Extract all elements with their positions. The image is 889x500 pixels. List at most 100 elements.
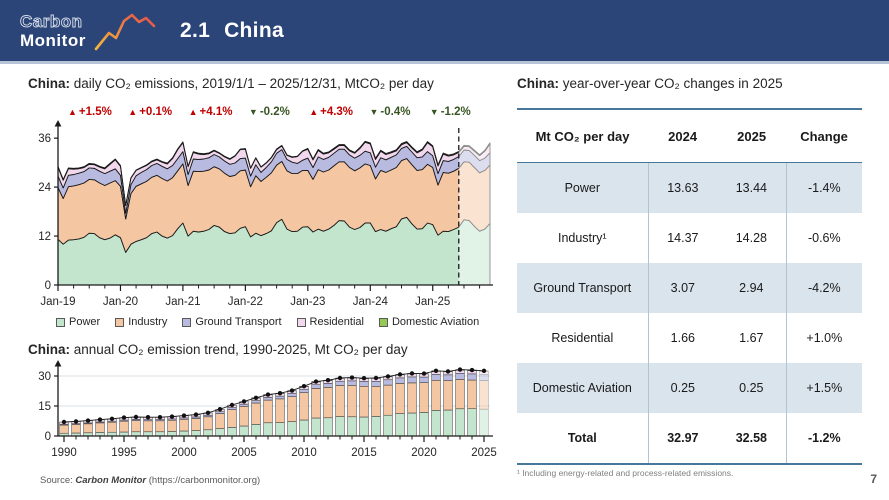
value-2024: 1.66 bbox=[670, 331, 696, 345]
yoy-annotation-2019: ▲ +1.5% bbox=[68, 106, 112, 118]
value-change: -1.2% bbox=[807, 431, 841, 445]
yoy-annotation-value: +1.5% bbox=[78, 106, 112, 118]
logo-text-carbon: Carbon bbox=[20, 12, 83, 31]
yoy-annotation-2023: ▲ +4.3% bbox=[309, 106, 353, 118]
svg-text:15: 15 bbox=[38, 401, 51, 413]
svg-text:2020: 2020 bbox=[411, 447, 437, 459]
svg-text:2000: 2000 bbox=[171, 447, 197, 459]
value-change: -1.4% bbox=[807, 181, 841, 195]
svg-text:Jan-23: Jan-23 bbox=[290, 296, 325, 308]
legend-item-domestic-aviation: Domestic Aviation bbox=[378, 316, 480, 328]
value-2025: 13.44 bbox=[717, 162, 787, 213]
svg-text:2025: 2025 bbox=[471, 447, 497, 459]
legend-item-ground-transport: Ground Transport bbox=[182, 316, 282, 328]
legend-label: Industry bbox=[128, 316, 168, 328]
down-triangle-icon: ▼ bbox=[248, 107, 258, 117]
svg-text:12: 12 bbox=[38, 231, 51, 243]
daily-chart-title-text: daily CO₂ emissions, 2019/1/1 – 2025/12/… bbox=[70, 76, 434, 91]
svg-text:Jan-24: Jan-24 bbox=[353, 296, 389, 308]
table-row-domestic-aviation: Domestic Aviation 0.25 0.25 +1.5% bbox=[517, 363, 862, 413]
yoy-changes-table: Mt CO₂ per day 2024 2025 Change Power 13.… bbox=[517, 108, 862, 465]
up-triangle-icon: ▲ bbox=[128, 107, 138, 117]
row-label: Residential bbox=[517, 313, 649, 363]
row-label: Ground Transport bbox=[517, 263, 649, 313]
value-change: -0.6% bbox=[807, 231, 841, 245]
page-number: 7 bbox=[870, 472, 877, 486]
right-column: China: year-over-year CO₂ changes in 202… bbox=[517, 70, 862, 495]
annual-chart-title: China: annual CO₂ emission trend, 1990-2… bbox=[28, 342, 408, 357]
yoy-annotation-value: +4.3% bbox=[320, 106, 354, 118]
svg-text:1995: 1995 bbox=[111, 447, 137, 459]
svg-text:2010: 2010 bbox=[291, 447, 317, 459]
svg-text:36: 36 bbox=[38, 133, 51, 145]
table-footnote: ¹ Including energy-related and process-r… bbox=[517, 468, 734, 478]
chart-legend: Power Industry Ground Transport Residential… bbox=[56, 316, 500, 328]
value-change: +1.0% bbox=[806, 331, 843, 345]
svg-text:Jan-20: Jan-20 bbox=[103, 296, 138, 308]
legend-label: Residential bbox=[309, 316, 364, 328]
value-change: +1.5% bbox=[806, 381, 843, 395]
logo-text-monitor: Monitor bbox=[20, 31, 86, 50]
table-row-residential: Residential 1.66 1.67 +1.0% bbox=[517, 313, 862, 363]
col-header-change: Change bbox=[786, 109, 862, 163]
value-2024: 32.97 bbox=[667, 431, 699, 445]
page-title: 2.1 China bbox=[180, 19, 284, 43]
col-header-2024: 2024 bbox=[648, 109, 718, 163]
row-label: Industry¹ bbox=[517, 213, 649, 263]
value-2025: 1.67 bbox=[717, 313, 787, 363]
value-2024: 13.63 bbox=[667, 181, 699, 195]
yoy-annotation-value: +0.1% bbox=[139, 106, 173, 118]
yoy-annotation-value: +4.1% bbox=[199, 106, 233, 118]
logo-graphic: Carbon Monitor bbox=[20, 11, 156, 50]
table-title: China: year-over-year CO₂ changes in 202… bbox=[517, 76, 783, 91]
section-name: China bbox=[224, 18, 284, 42]
source-name: Carbon Monitor bbox=[75, 475, 147, 486]
table-row-industry-: Industry¹ 14.37 14.28 -0.6% bbox=[517, 213, 862, 263]
table-row-power: Power 13.63 13.44 -1.4% bbox=[517, 162, 862, 213]
svg-text:2005: 2005 bbox=[231, 447, 257, 459]
svg-text:0: 0 bbox=[45, 280, 51, 292]
value-2024: 0.25 bbox=[670, 381, 696, 395]
svg-text:30: 30 bbox=[38, 371, 51, 383]
logo-trend-line-icon bbox=[94, 13, 156, 50]
row-label: Power bbox=[517, 162, 649, 213]
annual-emissions-bar-chart: 0 15 30 1990 1995 2000 2005 2010 2015 2020 2025 bbox=[28, 360, 500, 472]
yoy-annotation-2022: ▼ -0.2% bbox=[249, 106, 290, 118]
legend-swatch-icon bbox=[296, 317, 306, 327]
source-url: (https://carbonmonitor.org) bbox=[146, 475, 261, 486]
svg-text:Jan-22: Jan-22 bbox=[228, 296, 263, 308]
yoy-annotations-row: ▲ +1.5% ▲ +0.1% ▲ +4.1% ▼ -0.2% ▲ +4.3% ▼ -0.4% ▼ -1.… bbox=[28, 106, 500, 122]
value-2025: 32.58 bbox=[717, 413, 787, 464]
svg-text:0: 0 bbox=[45, 431, 51, 443]
yoy-annotation-2021: ▲ +4.1% bbox=[189, 106, 233, 118]
up-triangle-icon: ▲ bbox=[309, 107, 319, 117]
col-header-2025: 2025 bbox=[717, 109, 787, 163]
yoy-annotation-value: -0.2% bbox=[259, 106, 290, 118]
source-prefix: Source: bbox=[40, 475, 76, 486]
legend-swatch-icon bbox=[182, 317, 192, 327]
section-number: 2.1 bbox=[180, 18, 211, 42]
value-change: -4.2% bbox=[807, 281, 841, 295]
value-2025: 0.25 bbox=[717, 363, 787, 413]
row-label: Domestic Aviation bbox=[517, 363, 649, 413]
svg-text:Jan-21: Jan-21 bbox=[165, 296, 200, 308]
value-2025: 14.28 bbox=[717, 213, 787, 263]
daily-emissions-area-chart: 0 12 24 36 Jan-19 Jan-20 Jan-21 Jan-22 Jan-23 Jan… bbox=[28, 120, 500, 312]
yoy-annotation-value: -1.2% bbox=[440, 106, 471, 118]
svg-text:Jan-25: Jan-25 bbox=[415, 296, 450, 308]
value-2024: 3.07 bbox=[670, 281, 696, 295]
legend-item-power: Power bbox=[56, 316, 100, 328]
header-bar: Carbon Monitor 2.1 China bbox=[0, 0, 889, 64]
legend-swatch-icon bbox=[378, 317, 388, 327]
up-triangle-icon: ▲ bbox=[68, 107, 77, 117]
svg-text:Jan-19: Jan-19 bbox=[40, 296, 75, 308]
table-title-text: year-over-year CO₂ changes in 2025 bbox=[559, 76, 783, 91]
daily-chart-title-prefix: China: bbox=[28, 76, 70, 91]
svg-text:1990: 1990 bbox=[51, 447, 77, 459]
value-2025: 2.94 bbox=[717, 263, 787, 313]
yoy-annotation-value: -0.4% bbox=[380, 106, 411, 118]
legend-swatch-icon bbox=[56, 317, 65, 327]
legend-label: Domestic Aviation bbox=[391, 316, 480, 328]
table-header-row: Mt CO₂ per day 2024 2025 Change bbox=[517, 109, 862, 163]
col-header-metric: Mt CO₂ per day bbox=[517, 109, 649, 163]
